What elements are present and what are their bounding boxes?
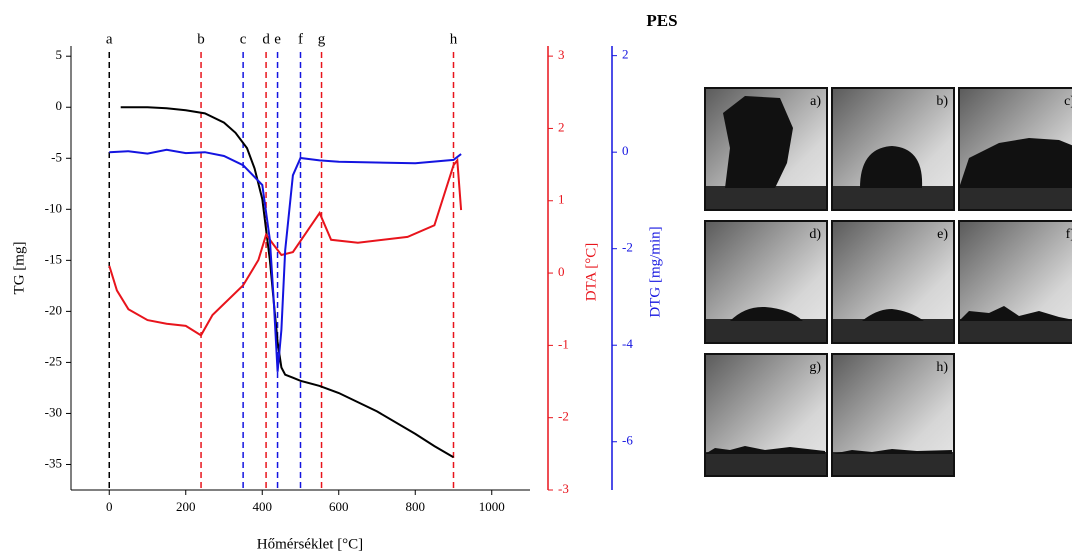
chart-title: PES	[646, 11, 677, 30]
panel-floor	[960, 319, 1072, 342]
y-tick-label: -10	[45, 200, 62, 215]
marker-label: d	[262, 31, 270, 47]
sample-silhouette	[959, 306, 1072, 321]
y3-tick-label: -6	[622, 433, 633, 448]
image-panel: b)	[831, 87, 955, 211]
marker-label: a	[106, 31, 113, 47]
y-tick-label: 5	[56, 47, 63, 62]
y-tick-label: -15	[45, 251, 62, 266]
y-tick-label: -35	[45, 455, 62, 470]
image-panel: h)	[831, 353, 955, 477]
panel-floor	[706, 319, 826, 342]
y-tick-label: -20	[45, 302, 62, 317]
y2-tick-label: 3	[558, 47, 565, 62]
panel-label: a)	[810, 94, 821, 109]
panel-floor	[833, 186, 953, 209]
sample-silhouette	[723, 96, 793, 188]
sample-silhouette	[860, 146, 923, 188]
marker-label: b	[197, 31, 205, 47]
panel-floor	[960, 186, 1072, 209]
panel-label: e)	[937, 227, 948, 242]
marker-label: e	[274, 31, 281, 47]
x-tick-label: 0	[106, 499, 113, 514]
image-panel: f)	[958, 220, 1072, 344]
y2-tick-label: -3	[558, 481, 569, 496]
x-tick-label: 200	[176, 499, 196, 514]
sample-silhouette	[959, 138, 1072, 188]
data-line	[108, 157, 463, 337]
y2-axis-label: DTA [°C]	[583, 243, 599, 302]
y2-tick-label: -1	[558, 336, 569, 351]
sample-silhouette	[832, 449, 952, 454]
panel-floor	[833, 452, 953, 475]
panel-label: g)	[809, 360, 821, 375]
panel-label: c)	[1064, 94, 1072, 109]
image-panels: a) b) c) d) e) f) g) h)	[704, 87, 1072, 477]
marker-label: g	[318, 31, 326, 47]
x-tick-label: 600	[329, 499, 349, 514]
y-tick-label: -25	[45, 353, 62, 368]
image-panel: a)	[704, 87, 828, 211]
y3-tick-label: 0	[622, 143, 629, 158]
data-line	[109, 148, 462, 372]
image-panel: c)	[958, 87, 1072, 211]
panel-label: b)	[936, 94, 948, 109]
sample-silhouette	[730, 306, 803, 321]
image-panel: g)	[704, 353, 828, 477]
y3-tick-label: 2	[622, 47, 629, 62]
y2-tick-label: 0	[558, 264, 565, 279]
panel-label: h)	[936, 360, 948, 375]
x-tick-label: 800	[406, 499, 426, 514]
y-tick-label: -5	[51, 149, 62, 164]
data-line	[120, 106, 455, 459]
x-tick-label: 400	[253, 499, 273, 514]
y-tick-label: -30	[45, 404, 62, 419]
panel-label: f)	[1066, 227, 1072, 242]
y-axis-label: TG [mg]	[11, 242, 27, 295]
y2-tick-label: 2	[558, 119, 565, 134]
sample-silhouette	[862, 309, 924, 321]
image-panel: e)	[831, 220, 955, 344]
panel-floor	[706, 186, 826, 209]
image-panel: d)	[704, 220, 828, 344]
y3-tick-label: -4	[622, 336, 633, 351]
panel-floor	[706, 452, 826, 475]
panel-floor	[833, 319, 953, 342]
marker-label: h	[450, 31, 458, 47]
y3-tick-label: -2	[622, 240, 633, 255]
y2-tick-label: -2	[558, 409, 569, 424]
y-tick-label: 0	[56, 98, 63, 113]
y3-axis-label: DTG [mg/min]	[647, 226, 663, 317]
sample-silhouette	[705, 446, 825, 454]
marker-label: c	[240, 31, 247, 47]
x-axis-label: Hőmérséklet [°C]	[257, 536, 363, 552]
panel-label: d)	[809, 227, 821, 242]
y2-tick-label: 1	[558, 192, 565, 207]
x-tick-label: 1000	[479, 499, 505, 514]
marker-label: f	[298, 31, 303, 47]
